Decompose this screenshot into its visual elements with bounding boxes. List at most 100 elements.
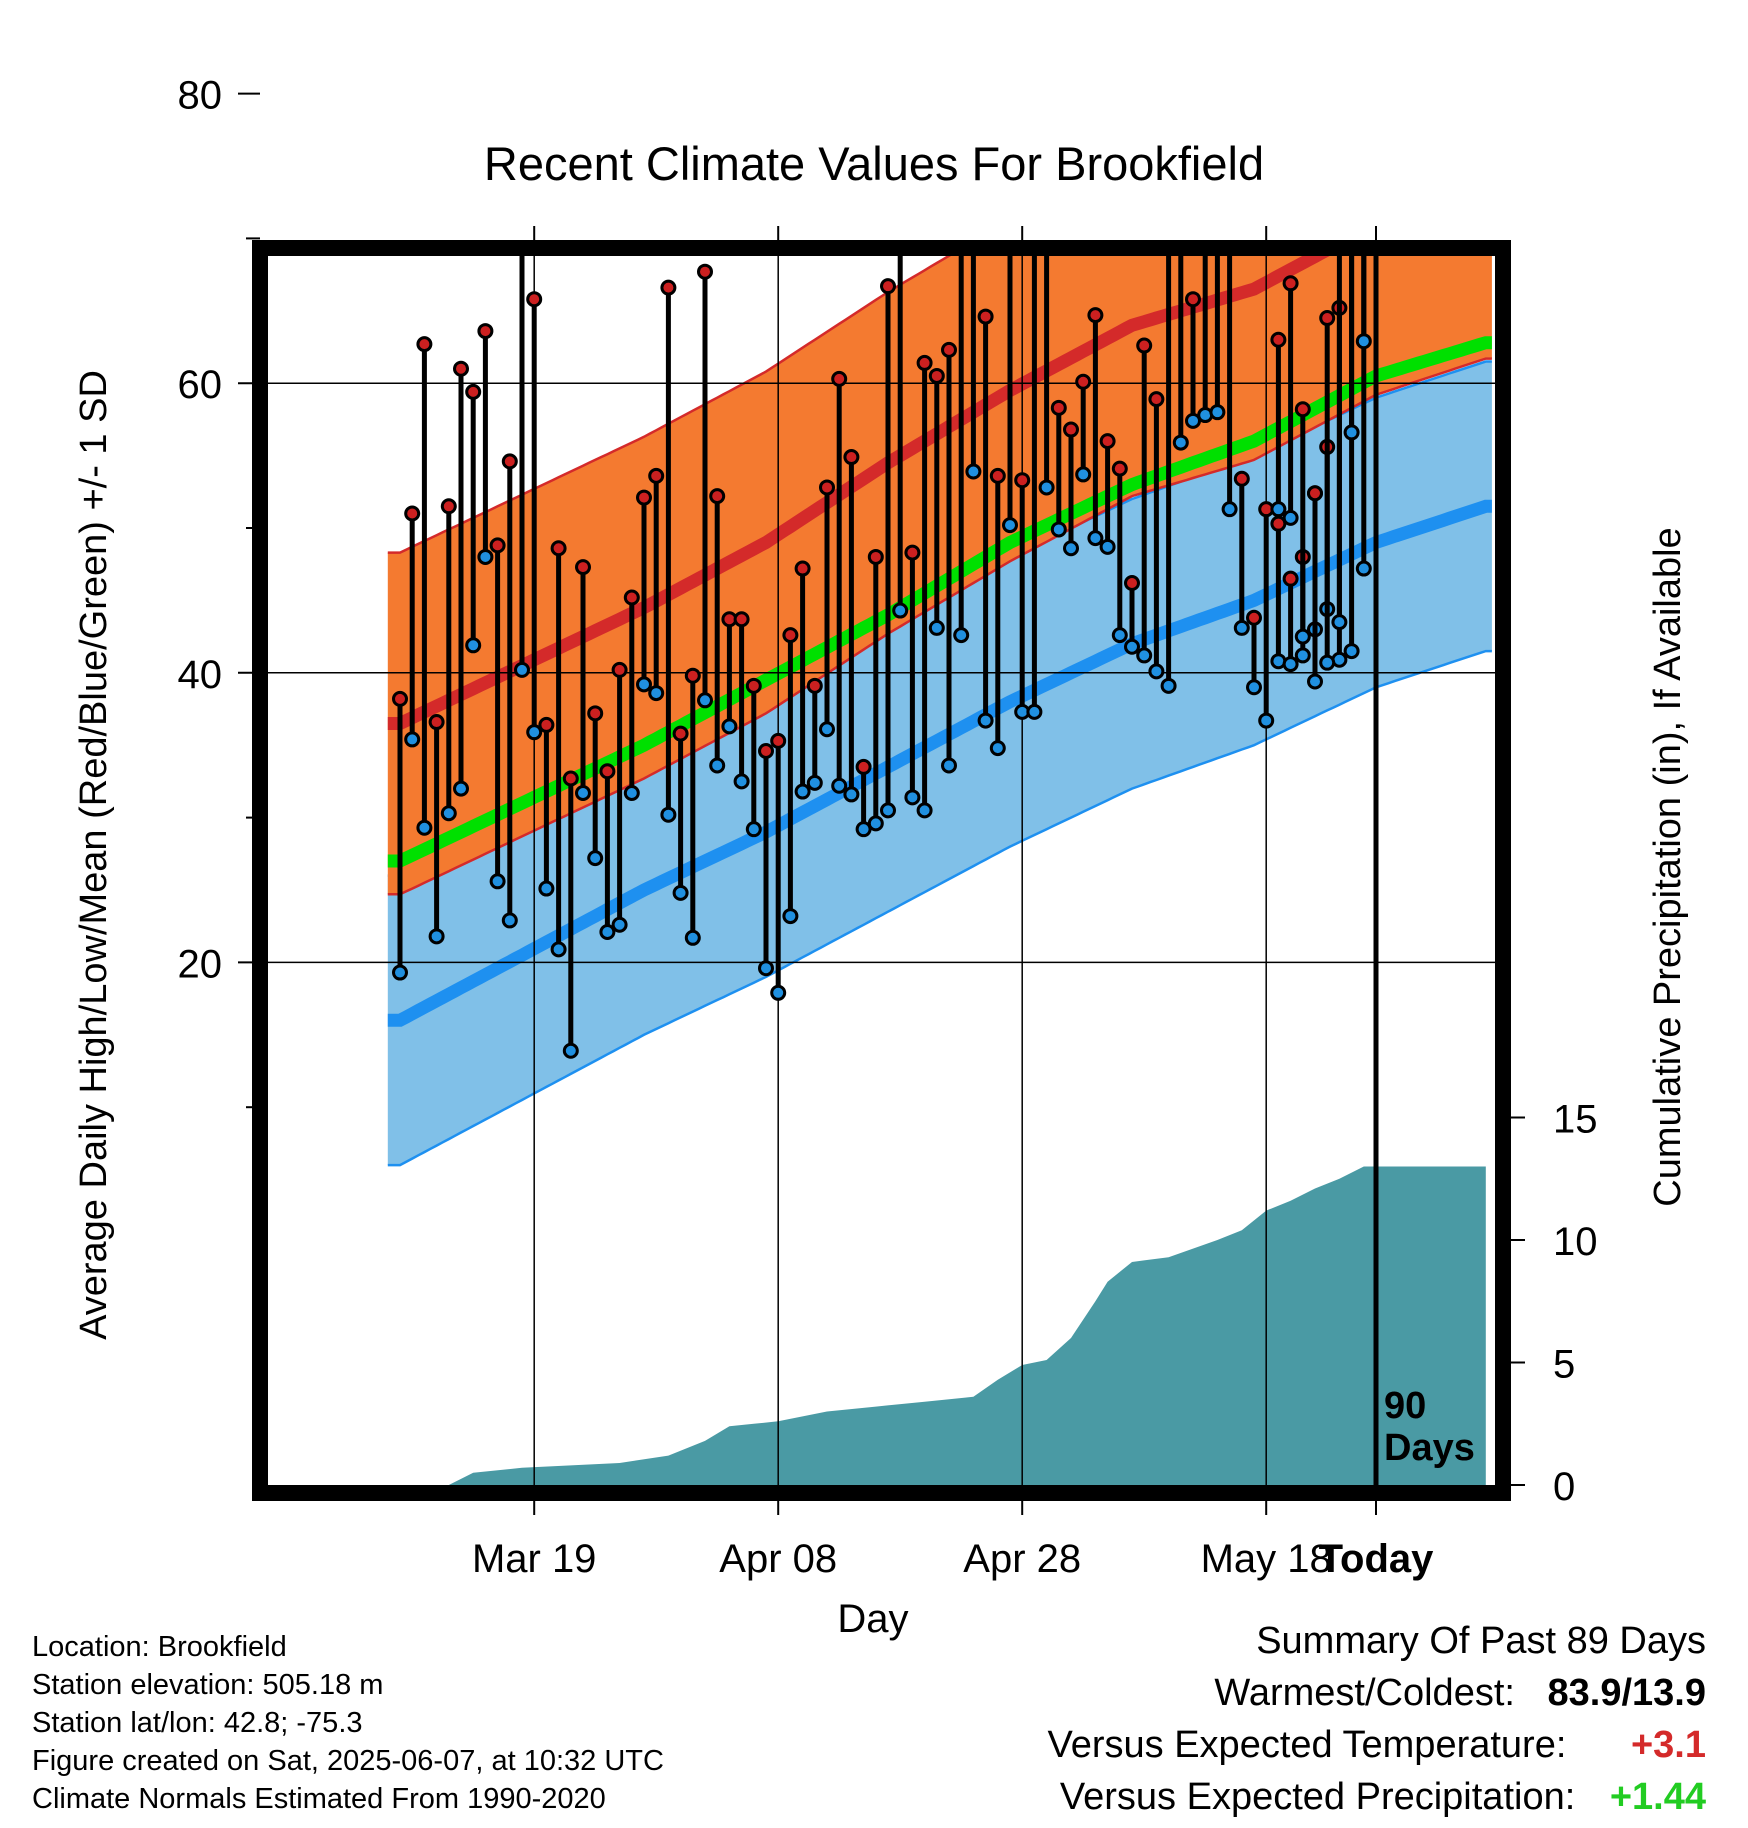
daily-high-point (1111, 460, 1128, 477)
daily-high-point (587, 705, 604, 722)
daily-high-point (770, 732, 787, 749)
daily-high-point (1233, 470, 1250, 487)
x-tick-label: May 18 (1201, 1537, 1332, 1581)
daily-low-point (843, 786, 860, 803)
daily-low-point (416, 819, 433, 836)
today-label-days-word: Days (1384, 1427, 1475, 1469)
y-tick-label: 60 (178, 363, 223, 407)
daily-low-point (1172, 434, 1189, 451)
daily-high-point (428, 714, 445, 731)
daily-low-point (1038, 479, 1055, 496)
daily-low-point (989, 740, 1006, 757)
daily-high-point (1246, 609, 1262, 626)
daily-high-point (697, 263, 713, 280)
daily-high-point (1345, 228, 1358, 241)
daily-high-point (440, 498, 457, 515)
daily-low-point (1002, 517, 1018, 534)
plot-frame (252, 240, 1511, 1501)
y-tick-label: 20 (178, 942, 223, 986)
daily-high-point (1185, 291, 1201, 308)
daily-high-point (758, 742, 774, 759)
daily-low-point (794, 783, 811, 800)
daily-high-point (977, 308, 994, 325)
daily-low-point (501, 912, 518, 929)
daily-low-point (1136, 647, 1153, 664)
daily-low-point (745, 821, 762, 838)
daily-low-point (733, 773, 750, 790)
y-tick-label: 40 (178, 653, 223, 697)
daily-low-point (1160, 677, 1177, 694)
created-text: Figure created on Sat, 2025-06-07, at 10… (32, 1745, 664, 1777)
daily-low-point (672, 884, 689, 901)
daily-high-point (745, 677, 762, 694)
daily-low-point (1307, 673, 1323, 690)
temp-label: Versus Expected Temperature: (1047, 1724, 1567, 1766)
daily-low-point (1294, 628, 1311, 645)
daily-low-point (465, 637, 482, 654)
daily-low-point (892, 602, 909, 619)
station-info: Location: Brookfield Station elevation: … (32, 1628, 664, 1818)
daily-high-point (1004, 93, 1017, 106)
daily-low-point (1209, 404, 1226, 421)
daily-high-point (636, 489, 652, 506)
daily-low-point (1221, 501, 1238, 518)
daily-high-point (1333, 170, 1346, 183)
high-band-upper-edge (387, 256, 952, 554)
daily-low-point (1124, 638, 1140, 655)
daily-low-point (660, 806, 677, 823)
y2-axis-label: Cumulative Precipitation (in), If Availa… (1647, 527, 1689, 1206)
daily-low-point (575, 784, 591, 801)
daily-low-point (941, 757, 957, 774)
daily-high-point (648, 467, 665, 484)
daily-high-point (611, 661, 628, 678)
daily-high-point (1345, 31, 1358, 44)
daily-low-point (1075, 466, 1092, 483)
daily-high-point (843, 449, 860, 466)
daily-low-point (916, 802, 933, 819)
daily-low-point (514, 661, 530, 678)
daily-high-point (489, 537, 506, 554)
daily-low-point (1026, 703, 1043, 720)
daily-high-point (453, 360, 469, 377)
daily-low-point (709, 757, 726, 774)
daily-high-point (831, 370, 848, 387)
daily-low-point (684, 929, 701, 946)
daily-high-point (709, 488, 726, 505)
daily-low-point (977, 712, 994, 729)
daily-low-point (928, 619, 945, 636)
daily-high-point (1014, 472, 1031, 489)
daily-low-point (1185, 412, 1201, 429)
high-normal-line (387, 256, 1330, 730)
daily-high-point (928, 367, 945, 384)
daily-high-point (1282, 275, 1299, 292)
daily-high-point (1040, 213, 1053, 226)
today-label-days-count: 90 (1384, 1385, 1426, 1427)
daily-high-point (1124, 575, 1140, 592)
daily-low-point (1331, 614, 1348, 631)
y2-tick-label: 15 (1553, 1098, 1598, 1142)
temp-value: +3.1 (1630, 1724, 1706, 1766)
daily-high-point (1294, 401, 1311, 418)
daily-high-point (733, 611, 750, 628)
daily-low-point (587, 850, 604, 867)
daily-high-point (1136, 337, 1153, 354)
warmest-value: 83.9/13.9 (1547, 1672, 1706, 1714)
x-tick-label: Mar 19 (472, 1537, 597, 1581)
daily-low-point (1343, 424, 1360, 441)
daily-high-point (819, 479, 835, 496)
y-axis-label: Average Daily High/Low/Mean (Red/Blue/Gr… (73, 370, 115, 1340)
daily-low-point (392, 964, 408, 981)
daily-high-point (526, 291, 543, 308)
daily-high-point (1099, 433, 1116, 450)
precip-value: +1.44 (1609, 1776, 1706, 1818)
low-normal-band (387, 361, 1492, 1166)
daily-high-point (941, 341, 957, 358)
daily-low-point (880, 802, 896, 819)
daily-high-point (562, 770, 579, 787)
daily-low-point (648, 685, 665, 702)
low-band-lower-edge (387, 649, 1492, 1167)
daily-low-point (1050, 521, 1067, 538)
daily-low-point (428, 928, 445, 945)
daily-high-point (550, 540, 567, 557)
